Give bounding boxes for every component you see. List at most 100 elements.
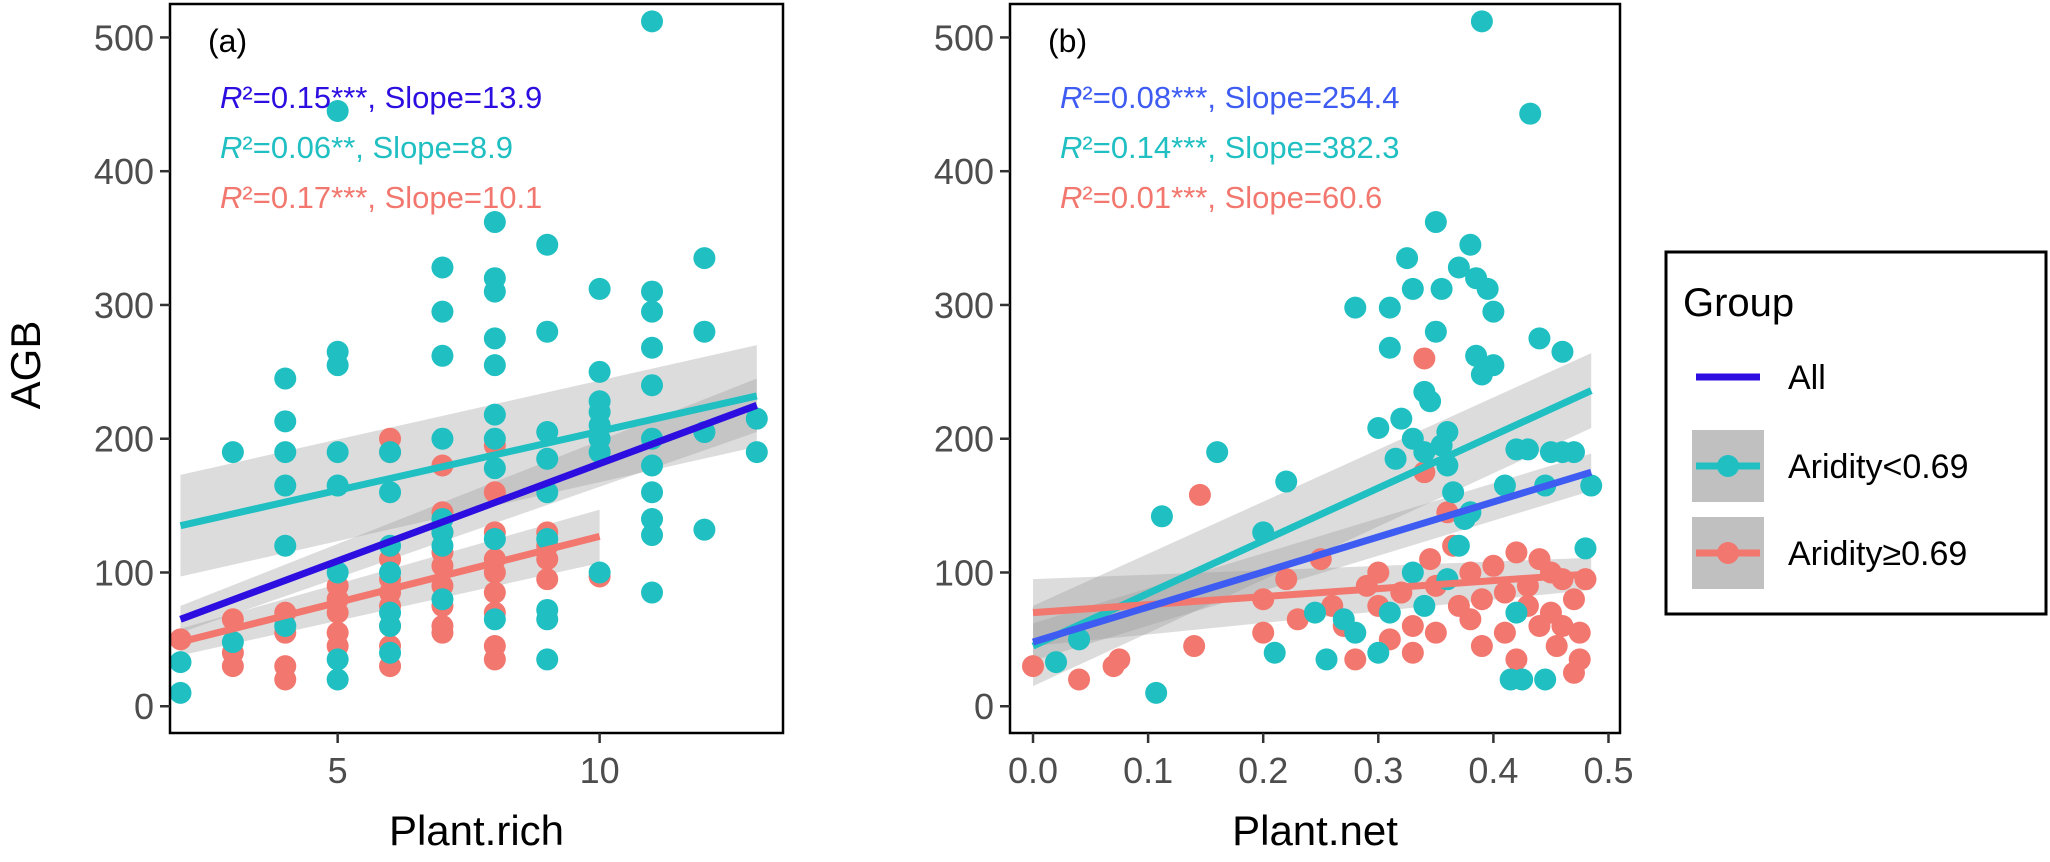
point-low — [641, 581, 664, 604]
point-low — [379, 614, 402, 637]
point-low — [693, 247, 716, 270]
point-low — [1367, 641, 1390, 664]
x-axis-title: Plant.rich — [389, 807, 564, 854]
point-high — [1568, 621, 1591, 644]
point-high — [1545, 635, 1568, 658]
fit-line-high — [1032, 570, 1592, 617]
point-high — [1419, 548, 1442, 571]
annotation-high: R²=0.01***, Slope=60.6 — [1060, 180, 1382, 215]
point-low — [745, 407, 768, 430]
panel-border — [1008, 2, 1622, 735]
panel-a: 0 100 200 300 400 500 5 10 Plant.rich (a) R²=0.15*… — [94, 2, 785, 854]
point-high — [1286, 608, 1309, 631]
point-low — [483, 528, 506, 551]
point-low — [1505, 601, 1528, 624]
point-low — [1150, 505, 1173, 528]
point-low — [1275, 470, 1298, 493]
point-high — [1108, 648, 1131, 671]
point-low — [1413, 441, 1436, 464]
point-high — [1505, 648, 1528, 671]
point-low — [1516, 438, 1539, 461]
plot-area — [170, 10, 768, 704]
point-low — [1413, 594, 1436, 617]
point-low — [1206, 441, 1229, 464]
point-high — [1068, 668, 1091, 691]
point-low — [1378, 601, 1401, 624]
y-tick-label: 100 — [934, 552, 994, 593]
point-low — [536, 447, 559, 470]
point-low — [274, 441, 297, 464]
y-tick-label: 0 — [974, 686, 994, 727]
point-low — [221, 631, 244, 654]
point-low — [1499, 668, 1522, 691]
legend-title: Group — [1683, 281, 1794, 325]
point-low — [745, 441, 768, 464]
y-tick-label: 400 — [934, 151, 994, 192]
point-low — [1459, 233, 1482, 256]
point-low — [431, 427, 454, 450]
point-high — [1022, 655, 1045, 678]
legend-key-point — [1717, 455, 1739, 477]
point-high — [1424, 621, 1447, 644]
point-low — [431, 300, 454, 323]
point-low — [536, 648, 559, 671]
point-low — [1476, 277, 1499, 300]
point-high — [1493, 621, 1516, 644]
point-high — [221, 655, 244, 678]
y-tick-label: 100 — [94, 552, 154, 593]
y-tick-label: 200 — [94, 419, 154, 460]
x-tick-label: 5 — [328, 750, 348, 791]
point-low — [483, 280, 506, 303]
point-low — [1384, 447, 1407, 470]
fit-line-high — [179, 532, 601, 646]
point-low — [1378, 296, 1401, 319]
y-tick-label: 500 — [934, 17, 994, 58]
point-high — [1505, 541, 1528, 564]
point-low — [483, 457, 506, 480]
point-low — [1401, 277, 1424, 300]
point-low — [641, 454, 664, 477]
point-high — [1470, 635, 1493, 658]
point-high — [1367, 561, 1390, 584]
point-low — [1145, 681, 1168, 704]
x-tick-label: 0.3 — [1353, 750, 1403, 791]
point-high — [1252, 621, 1275, 644]
point-low — [379, 561, 402, 584]
point-high — [1562, 661, 1585, 684]
point-low — [1344, 296, 1367, 319]
fit-line-all — [1031, 468, 1593, 646]
point-low — [1442, 481, 1465, 504]
point-low — [326, 441, 349, 464]
point-low — [1424, 211, 1447, 234]
x-tick-label: 0.0 — [1008, 750, 1058, 791]
point-low — [274, 474, 297, 497]
y-tick-label: 300 — [934, 285, 994, 326]
legend: Group All Aridity<0.69 Aridity≥0.69 — [1664, 250, 2048, 616]
point-low — [483, 608, 506, 631]
point-low — [1419, 390, 1442, 413]
annotation-low: R²=0.06**, Slope=8.9 — [220, 130, 513, 165]
point-low — [379, 481, 402, 504]
point-high — [1275, 568, 1298, 591]
point-low — [693, 518, 716, 541]
point-high — [483, 581, 506, 604]
point-low — [588, 360, 611, 383]
fit-line-low — [179, 392, 758, 530]
point-high — [1401, 614, 1424, 637]
point-low — [483, 403, 506, 426]
point-high — [1344, 648, 1367, 671]
point-high — [1562, 588, 1585, 611]
point-low — [536, 608, 559, 631]
point-low — [221, 441, 244, 464]
legend-key-point — [1717, 542, 1739, 564]
point-high — [1188, 483, 1211, 506]
legend-label-low: Aridity<0.69 — [1788, 448, 1969, 486]
point-low — [326, 354, 349, 377]
point-low — [1580, 474, 1603, 497]
plot-area — [1022, 10, 1603, 704]
point-low — [1390, 407, 1413, 430]
point-low — [1562, 441, 1585, 464]
point-low — [1465, 344, 1488, 367]
point-low — [1401, 561, 1424, 584]
